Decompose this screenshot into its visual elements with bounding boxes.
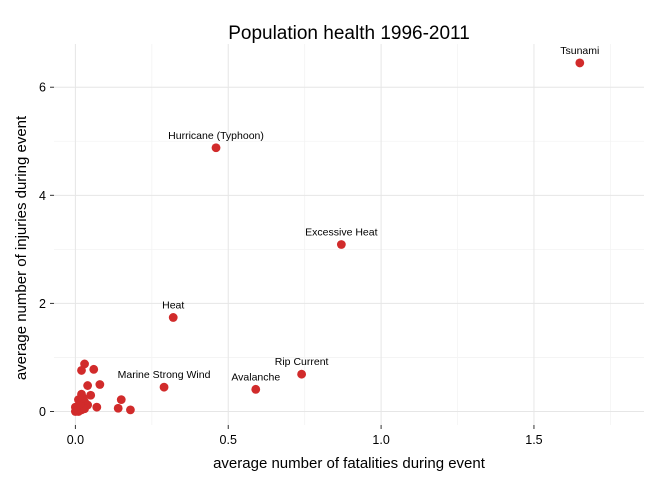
x-tick-label: 1.0 — [372, 433, 389, 447]
y-tick-label: 4 — [39, 189, 46, 203]
data-point — [116, 395, 126, 404]
data-point — [95, 380, 105, 389]
data-point — [126, 405, 135, 415]
data-point-label: Hurricane (Typhoon) — [168, 130, 264, 142]
data-point-label: Heat — [162, 299, 184, 311]
x-tick-label: 0.5 — [220, 433, 237, 447]
axes: 0.0 0.5 1.0 1.5 0 2 4 6 — [39, 81, 543, 447]
data-point-label: Marine Strong Wind — [118, 369, 211, 381]
data-point — [77, 366, 86, 375]
x-tick-label: 1.5 — [525, 433, 542, 447]
data-point — [297, 369, 307, 379]
data-points — [70, 58, 585, 416]
x-axis-title: average number of fatalities during even… — [213, 455, 486, 472]
data-point-label: Tsunami — [560, 45, 599, 57]
data-point — [83, 381, 93, 390]
data-point — [168, 313, 178, 322]
y-tick-label: 2 — [39, 297, 46, 311]
data-point — [86, 390, 96, 400]
data-point — [336, 240, 346, 249]
x-tick-label: 0.0 — [67, 433, 84, 447]
data-point — [159, 382, 169, 392]
data-point — [78, 393, 88, 403]
y-axis-title: average number of injuries during event — [13, 115, 30, 380]
data-point-label: Excessive Heat — [305, 226, 377, 238]
y-tick-label: 0 — [39, 405, 46, 419]
data-point — [251, 384, 261, 394]
data-point-label: Rip Current — [275, 356, 329, 368]
data-point — [92, 402, 102, 412]
point-labels: Tsunami Hurricane (Typhoon) Excessive Heat… — [118, 45, 600, 383]
data-point — [575, 58, 585, 68]
data-point — [89, 364, 99, 374]
grid-lines — [54, 44, 644, 425]
data-point — [211, 143, 221, 153]
data-point-label: Avalanche — [231, 371, 280, 383]
data-point — [113, 403, 123, 413]
y-tick-label: 6 — [39, 81, 46, 95]
chart-title: Population health 1996-2011 — [228, 23, 470, 44]
